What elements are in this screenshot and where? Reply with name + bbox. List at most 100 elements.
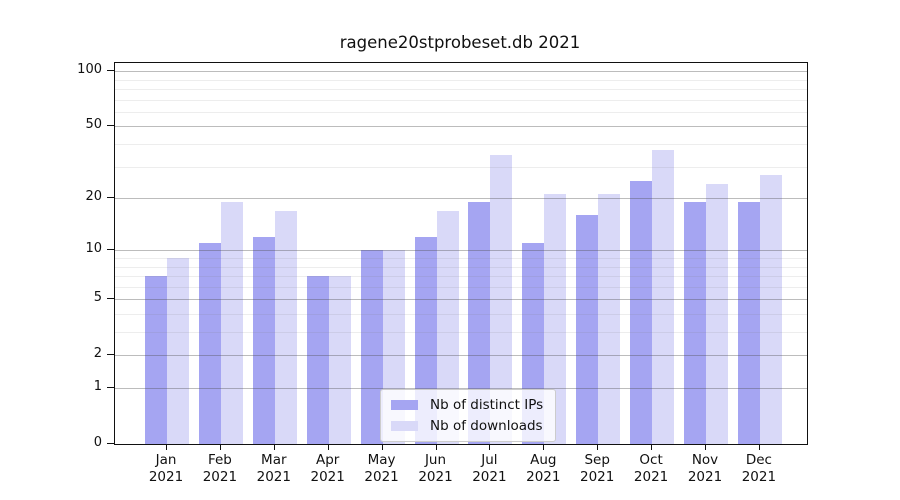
x-tick-year: 2021 <box>580 469 615 485</box>
x-tick-month: Jun <box>424 452 447 468</box>
legend-label-distinct-ips: Nb of distinct IPs <box>430 397 544 413</box>
x-tick-year: 2021 <box>687 469 723 485</box>
x-tick-month: Dec <box>745 452 772 468</box>
major-gridline <box>115 388 807 389</box>
x-tick-mark <box>435 444 437 450</box>
legend-entry-distinct-ips: Nb of distinct IPs <box>391 397 543 413</box>
y-tick-mark <box>107 70 114 72</box>
x-tick-year: 2021 <box>472 469 507 485</box>
x-tick-year: 2021 <box>310 469 345 485</box>
bar-downloads <box>274 210 297 444</box>
y-tick-label: 0 <box>93 435 102 450</box>
x-tick-mark <box>651 444 653 450</box>
x-tick-mark <box>758 444 760 450</box>
bar-distinct-ips <box>306 276 329 444</box>
x-tick-year: 2021 <box>633 469 669 485</box>
minor-gridline <box>115 258 807 259</box>
x-tick-label: Sep 2021 <box>565 452 629 486</box>
x-tick-label: Apr 2021 <box>296 452 360 486</box>
x-tick-mark <box>273 444 275 450</box>
legend-swatch-downloads <box>391 421 418 431</box>
y-tick-label: 10 <box>85 241 102 257</box>
bar-distinct-ips <box>252 236 275 444</box>
x-tick-month: Oct <box>639 452 663 468</box>
bar-distinct-ips <box>684 202 706 444</box>
legend-swatch-distinct-ips <box>391 400 418 410</box>
x-tick-mark <box>543 444 545 450</box>
minor-gridline <box>115 266 807 268</box>
x-tick-month: Feb <box>207 452 232 468</box>
x-tick-label: May 2021 <box>350 452 414 486</box>
minor-gridline <box>115 286 807 288</box>
y-tick-label: 1 <box>93 379 102 394</box>
x-tick-label: Oct 2021 <box>619 452 683 486</box>
minor-gridline <box>115 99 807 101</box>
x-tick-label: Jan 2021 <box>134 452 198 486</box>
x-tick-label: Nov 2021 <box>673 452 737 486</box>
x-tick-year: 2021 <box>256 469 291 485</box>
x-tick-label: Dec 2021 <box>727 452 791 486</box>
bar-downloads <box>490 154 513 444</box>
bar-distinct-ips <box>630 180 653 444</box>
y-tick-label: 100 <box>77 62 102 78</box>
x-tick-year: 2021 <box>364 469 399 485</box>
bar-downloads <box>759 174 782 444</box>
x-tick-label: Feb 2021 <box>188 452 252 486</box>
y-tick-label: 20 <box>85 189 102 205</box>
y-tick-mark <box>107 197 114 199</box>
x-tick-mark <box>705 444 706 450</box>
minor-gridline <box>115 79 807 81</box>
legend-entry-downloads: Nb of downloads <box>391 418 543 434</box>
major-gridline <box>115 299 807 301</box>
major-gridline <box>115 250 807 252</box>
bar-distinct-ips <box>360 250 383 444</box>
bar-downloads <box>652 150 675 444</box>
x-tick-mark <box>489 444 491 450</box>
x-tick-label: Jun 2021 <box>404 452 468 486</box>
legend-label-downloads: Nb of downloads <box>430 418 543 434</box>
major-gridline <box>115 71 807 73</box>
x-tick-year: 2021 <box>148 469 184 485</box>
plot-area: Nb of distinct IPs Nb of downloads <box>114 62 808 445</box>
x-tick-month: Aug <box>530 452 557 468</box>
bar-distinct-ips <box>468 202 491 444</box>
y-tick-label: 50 <box>85 117 102 133</box>
minor-gridline <box>115 111 807 113</box>
bar-distinct-ips <box>737 202 760 444</box>
bar-distinct-ips <box>198 243 221 444</box>
x-tick-mark <box>219 444 221 450</box>
bar-downloads <box>706 183 728 444</box>
y-tick-mark <box>107 354 114 356</box>
x-tick-month: Sep <box>584 452 610 468</box>
minor-gridline <box>115 332 807 333</box>
minor-gridline <box>115 144 807 145</box>
minor-gridline <box>115 166 807 168</box>
major-gridline <box>115 198 807 200</box>
x-tick-year: 2021 <box>741 469 777 485</box>
x-tick-month: Jul <box>481 452 498 468</box>
bar-distinct-ips <box>576 215 599 444</box>
legend: Nb of distinct IPs Nb of downloads <box>380 389 557 442</box>
bar-distinct-ips <box>145 276 167 444</box>
minor-gridline <box>115 276 807 277</box>
x-tick-year: 2021 <box>418 469 453 485</box>
y-tick-mark <box>107 298 114 300</box>
bar-downloads <box>220 202 243 444</box>
bar-downloads <box>328 276 351 444</box>
minor-gridline <box>115 314 807 315</box>
x-tick-month: May <box>367 452 396 468</box>
bar-downloads <box>598 194 621 444</box>
y-tick-label: 5 <box>93 290 102 306</box>
x-tick-year: 2021 <box>202 469 238 485</box>
minor-gridline <box>115 89 807 90</box>
x-tick-label: Mar 2021 <box>242 452 306 486</box>
y-tick-mark <box>107 125 114 127</box>
x-tick-mark <box>166 444 167 450</box>
major-gridline <box>115 355 807 357</box>
x-tick-mark <box>597 444 599 450</box>
bar-downloads <box>436 210 459 444</box>
x-tick-label: Aug 2021 <box>511 452 575 486</box>
y-tick-mark <box>107 249 114 251</box>
x-tick-month: Mar <box>261 452 287 468</box>
major-gridline <box>115 126 807 128</box>
